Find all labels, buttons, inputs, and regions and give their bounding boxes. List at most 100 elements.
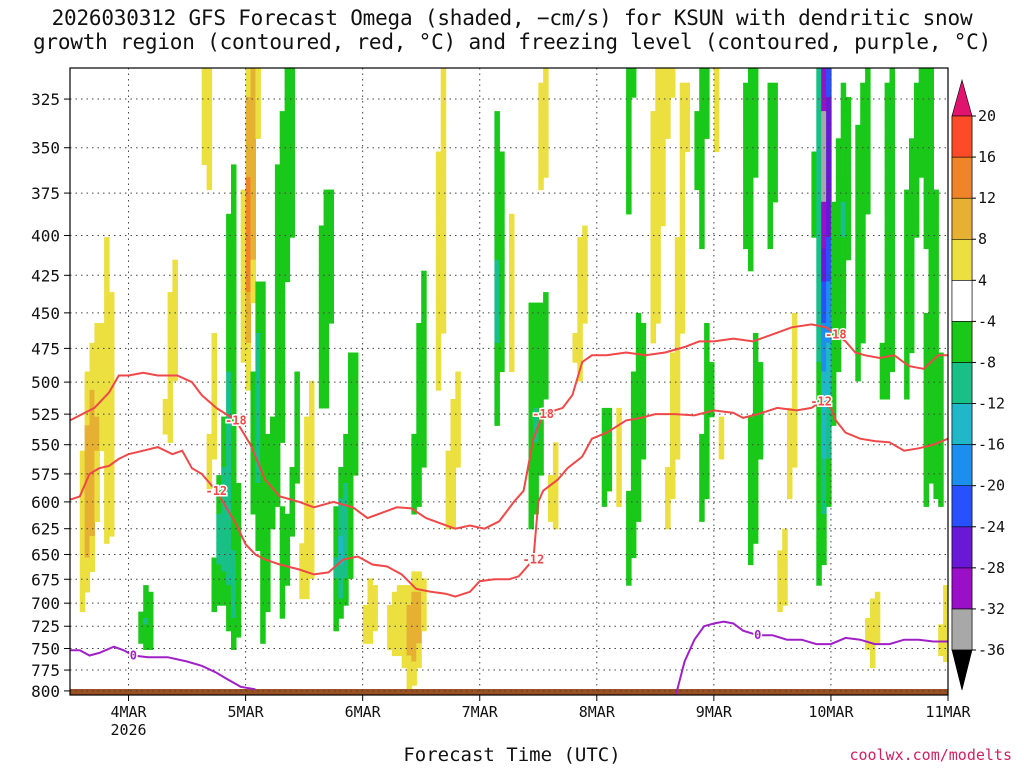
omega-cell <box>928 138 934 153</box>
omega-cell <box>226 407 232 418</box>
omega-cell <box>830 380 837 391</box>
y-tick-label: 375 <box>31 184 60 203</box>
omega-cell <box>821 475 827 484</box>
omega-cell <box>226 598 232 606</box>
omega-cell <box>231 536 237 544</box>
omega-cell <box>352 467 359 476</box>
omega-cell <box>533 506 539 515</box>
omega-cell <box>250 458 256 468</box>
omega-cell <box>406 585 413 593</box>
omega-cell <box>933 362 939 373</box>
colorbar-bin <box>951 526 973 569</box>
omega-cell <box>494 389 500 400</box>
omega-cell <box>670 68 676 84</box>
omega-cell <box>870 643 876 650</box>
omega-cell <box>748 550 754 559</box>
omega-cell <box>782 528 788 537</box>
omega-cell <box>626 557 632 566</box>
omega-cell <box>104 416 110 426</box>
omega-cell <box>543 352 549 363</box>
omega-cell <box>221 591 227 600</box>
omega-cell <box>216 557 222 566</box>
omega-cell <box>318 225 325 238</box>
omega-cell <box>665 111 671 126</box>
omega-cell <box>840 97 847 112</box>
omega-cell <box>411 630 417 638</box>
omega-cell <box>294 467 300 476</box>
omega-cell <box>235 498 242 507</box>
omega-cell <box>655 138 661 153</box>
omega-cell <box>821 164 827 178</box>
omega-cell <box>821 292 827 304</box>
omega-cell <box>865 124 871 139</box>
omega-cell <box>616 483 622 492</box>
omega-cell <box>260 302 266 314</box>
omega-cell <box>279 536 286 544</box>
omega-cell <box>109 433 115 443</box>
omega-cell <box>270 498 276 507</box>
omega-cell <box>89 483 95 492</box>
omega-cell <box>255 442 261 452</box>
omega-cell <box>938 389 944 400</box>
colorbar-bin <box>951 115 973 158</box>
omega-cell <box>416 389 422 400</box>
omega-cell <box>626 521 632 530</box>
omega-cell <box>821 213 827 227</box>
omega-cell <box>455 450 461 460</box>
omega-cell <box>143 598 149 606</box>
omega-cell <box>309 467 315 476</box>
omega-cell <box>748 248 754 261</box>
omega-cell <box>250 82 256 98</box>
omega-cell <box>538 111 544 126</box>
omega-cell <box>670 352 676 363</box>
omega-cell <box>821 237 827 250</box>
omega-cell <box>260 380 266 391</box>
omega-cell <box>396 630 403 638</box>
omega-cell <box>284 543 291 552</box>
omega-cell <box>635 371 642 382</box>
omega-cell <box>499 362 505 373</box>
omega-cell <box>928 259 934 272</box>
omega-cell <box>884 333 891 344</box>
omega-cell <box>440 177 447 191</box>
omega-cell <box>821 521 827 530</box>
omega-cell <box>348 433 354 443</box>
omega-cell <box>396 624 403 632</box>
credit-link[interactable]: coolwx.com/modelts <box>849 746 1012 764</box>
omega-cell <box>109 371 115 382</box>
omega-cell <box>743 82 749 98</box>
omega-cell <box>499 281 505 293</box>
omega-cell <box>323 352 330 363</box>
omega-cell <box>635 333 642 344</box>
omega-cell <box>679 201 686 215</box>
omega-cell <box>509 292 515 304</box>
omega-cell <box>509 312 515 324</box>
omega-cell <box>406 667 413 674</box>
omega-cell <box>499 342 505 354</box>
omega-cell <box>748 259 754 272</box>
omega-cell <box>167 433 174 443</box>
omega-cell <box>260 425 266 435</box>
omega-cell <box>601 490 608 500</box>
omega-cell <box>104 490 110 500</box>
omega-cell <box>250 506 256 515</box>
omega-cell <box>245 225 252 238</box>
omega-cell <box>835 189 842 203</box>
omega-cell <box>538 380 544 391</box>
omega-cell <box>933 281 939 293</box>
omega-cell <box>284 151 291 165</box>
omega-cell <box>704 362 710 373</box>
omega-cell <box>889 177 895 191</box>
omega-cell <box>933 225 939 238</box>
omega-cell <box>343 578 349 586</box>
omega-cell <box>904 292 910 304</box>
omega-cell <box>104 380 110 391</box>
omega-cell <box>318 389 325 400</box>
omega-cell <box>757 450 764 460</box>
omega-cell <box>250 281 256 293</box>
omega-cell <box>235 624 242 632</box>
omega-cell <box>855 323 861 334</box>
omega-cell <box>352 380 359 391</box>
omega-cell <box>260 513 266 522</box>
omega-cell <box>772 164 778 178</box>
